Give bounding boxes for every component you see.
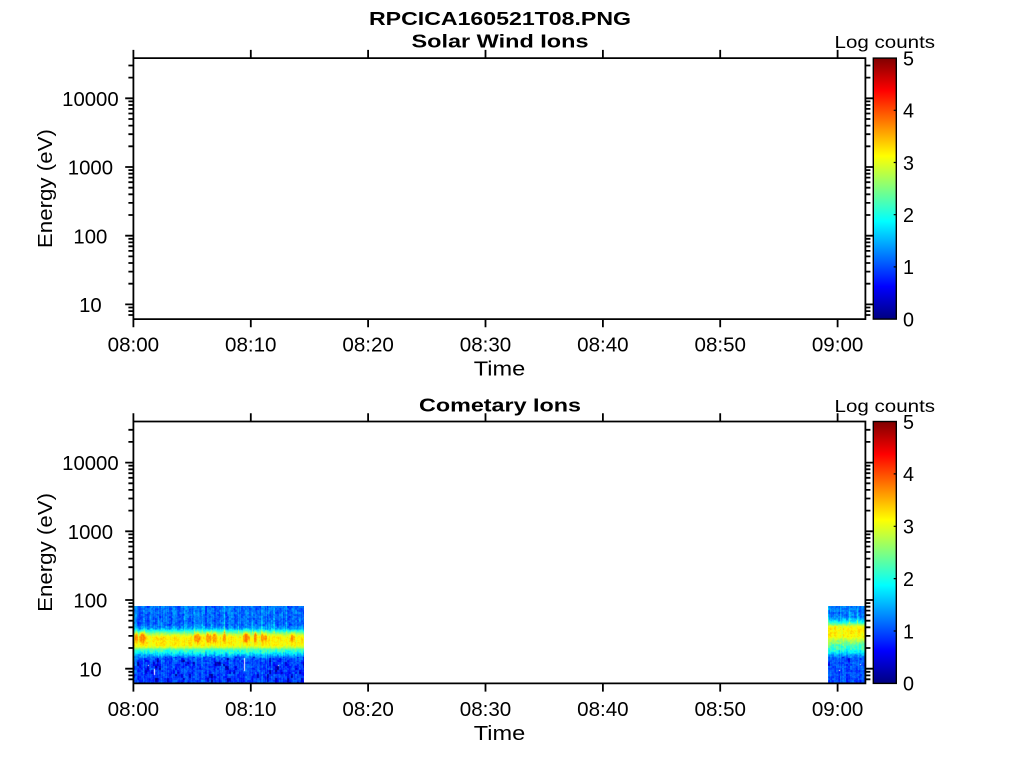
- svg-text:10: 10: [79, 295, 102, 317]
- svg-text:4: 4: [903, 464, 914, 486]
- svg-text:08:40: 08:40: [577, 335, 629, 357]
- svg-text:3: 3: [903, 517, 914, 539]
- svg-text:Log counts: Log counts: [835, 396, 936, 416]
- svg-text:4: 4: [903, 101, 914, 123]
- svg-text:1: 1: [903, 257, 914, 279]
- svg-text:0: 0: [903, 674, 914, 696]
- svg-text:08:30: 08:30: [460, 699, 512, 721]
- svg-text:Solar Wind Ions: Solar Wind Ions: [412, 31, 589, 52]
- svg-text:3: 3: [903, 153, 914, 175]
- svg-text:08:10: 08:10: [225, 699, 277, 721]
- svg-text:RPCICA160521T08.PNG: RPCICA160521T08.PNG: [369, 8, 631, 29]
- svg-text:1000: 1000: [68, 522, 113, 544]
- svg-text:10000: 10000: [62, 89, 119, 111]
- svg-text:08:50: 08:50: [695, 335, 747, 357]
- svg-text:08:20: 08:20: [342, 699, 394, 721]
- svg-text:2: 2: [903, 205, 914, 227]
- svg-text:Time: Time: [474, 723, 526, 745]
- svg-text:100: 100: [73, 591, 107, 613]
- svg-text:1000: 1000: [68, 158, 113, 180]
- svg-text:5: 5: [903, 48, 914, 70]
- svg-text:08:00: 08:00: [108, 335, 160, 357]
- svg-text:08:50: 08:50: [695, 699, 747, 721]
- svg-text:10000: 10000: [62, 453, 119, 475]
- svg-text:Log counts: Log counts: [835, 32, 936, 52]
- svg-text:1: 1: [903, 621, 914, 643]
- svg-text:Cometary Ions: Cometary Ions: [419, 395, 581, 416]
- svg-text:5: 5: [903, 412, 914, 434]
- svg-text:100: 100: [73, 226, 107, 248]
- svg-text:2: 2: [903, 569, 914, 591]
- svg-text:Energy (eV): Energy (eV): [35, 129, 57, 248]
- svg-text:08:00: 08:00: [108, 699, 160, 721]
- svg-text:08:40: 08:40: [577, 699, 629, 721]
- svg-text:08:10: 08:10: [225, 335, 277, 357]
- svg-text:08:30: 08:30: [460, 335, 512, 357]
- svg-text:Energy (eV): Energy (eV): [35, 493, 57, 612]
- svg-text:09:00: 09:00: [812, 699, 864, 721]
- svg-text:10: 10: [79, 659, 102, 681]
- svg-text:Time: Time: [474, 359, 526, 381]
- svg-text:0: 0: [903, 309, 914, 331]
- svg-text:08:20: 08:20: [342, 335, 394, 357]
- svg-text:09:00: 09:00: [812, 335, 864, 357]
